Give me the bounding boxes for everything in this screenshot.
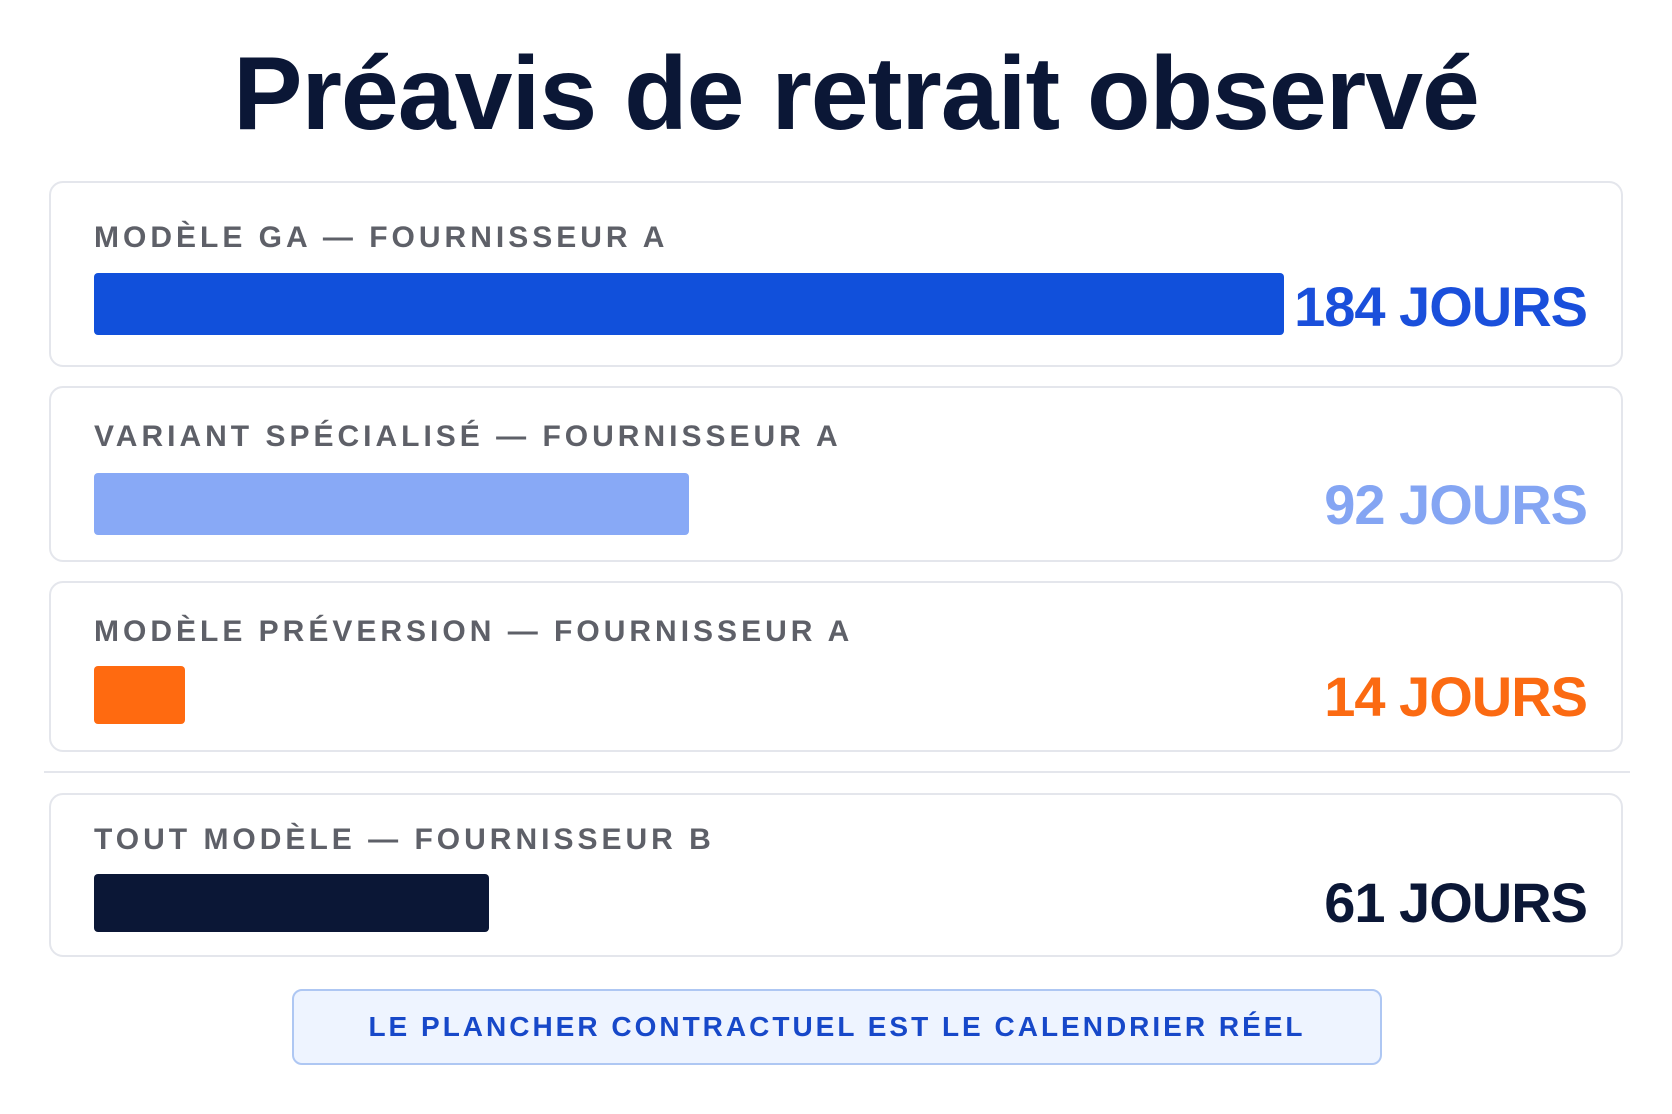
bar-value-label: 184 JOURS [1294,275,1588,338]
bar-value-label: 14 JOURS [1324,665,1588,728]
bar [94,473,689,535]
bar-card-variant-specialise-fournisseur-a: VARIANT SPÉCIALISÉ — FOURNISSEUR A 92 JO… [49,386,1623,562]
divider [44,771,1630,773]
bar-label: MODÈLE PRÉVERSION — FOURNISSEUR A [94,615,854,648]
bar-label: TOUT MODÈLE — FOURNISSEUR B [94,823,715,856]
bar-label: VARIANT SPÉCIALISÉ — FOURNISSEUR A [94,420,842,453]
bar-value-label: 61 JOURS [1324,871,1588,934]
bar-value-label: 92 JOURS [1324,473,1588,536]
chart-title: Préavis de retrait observé [233,36,1480,152]
bar-card-ga-fournisseur-a: MODÈLE GA — FOURNISSEUR A 184 JOURS [49,181,1623,367]
bar-label: MODÈLE GA — FOURNISSEUR A [94,221,669,254]
bar [94,666,185,724]
contract-floor-note: LE PLANCHER CONTRACTUEL EST LE CALENDRIE… [292,989,1382,1065]
bar-card-tout-modele-fournisseur-b: TOUT MODÈLE — FOURNISSEUR B 61 JOURS [49,793,1623,957]
bar-card-preversion-fournisseur-a: MODÈLE PRÉVERSION — FOURNISSEUR A 14 JOU… [49,581,1623,752]
bar [94,874,489,932]
bar [94,273,1284,335]
